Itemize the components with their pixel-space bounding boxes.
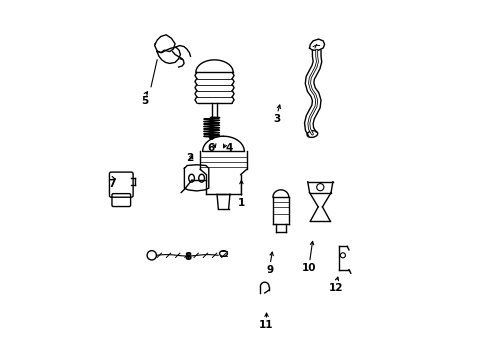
Circle shape xyxy=(209,134,214,139)
Text: 8: 8 xyxy=(184,252,191,262)
Text: 3: 3 xyxy=(273,114,281,124)
Text: 12: 12 xyxy=(329,283,343,293)
Text: 2: 2 xyxy=(186,153,193,163)
Text: 10: 10 xyxy=(302,263,317,273)
Text: 6: 6 xyxy=(207,143,215,153)
Text: 7: 7 xyxy=(109,179,116,189)
Text: 9: 9 xyxy=(267,265,274,275)
Text: 1: 1 xyxy=(238,198,245,208)
Text: 11: 11 xyxy=(259,320,274,330)
Text: 5: 5 xyxy=(141,96,148,106)
Text: 4: 4 xyxy=(225,143,233,153)
